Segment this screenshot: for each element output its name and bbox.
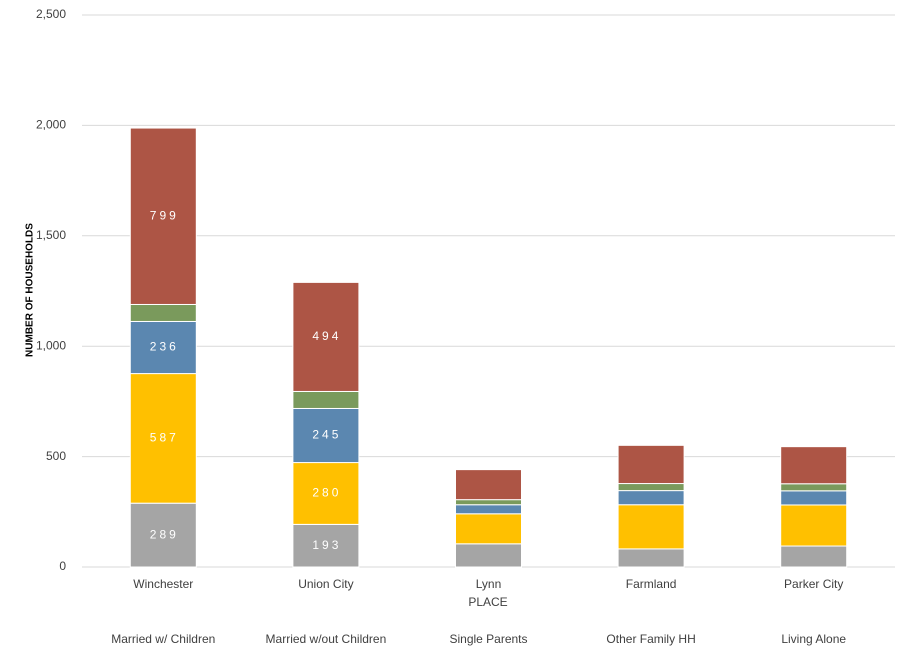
legend-entry: Living Alone — [781, 632, 846, 646]
bar-segment — [129, 373, 197, 504]
bar-segment — [780, 545, 848, 568]
legend-entry: Married w/out Children — [266, 632, 387, 646]
bar-segment — [292, 390, 360, 409]
bar-segment — [780, 483, 848, 492]
bar-segment — [455, 513, 522, 545]
bar-segment — [780, 446, 848, 485]
y-tick-label: 500 — [46, 449, 66, 463]
bar-segment — [455, 499, 522, 506]
y-axis-title: NUMBER OF HOUSEHOLDS — [25, 223, 36, 357]
y-tick-label: 2,500 — [36, 7, 66, 21]
bar-segment — [617, 483, 685, 492]
y-tick-label: 0 — [59, 559, 66, 573]
bar-segment — [292, 523, 360, 568]
bar-segment — [129, 502, 197, 568]
y-tick-label: 1,000 — [36, 338, 66, 352]
bar-segment — [455, 504, 522, 515]
x-tick-label: Winchester — [133, 577, 193, 591]
value-label: 289 — [150, 527, 179, 541]
value-label: 587 — [150, 431, 179, 445]
value-label: 280 — [312, 486, 341, 500]
bar-segment — [617, 444, 685, 485]
bar-segment — [780, 504, 848, 547]
bar-segment — [780, 490, 848, 506]
legend-entry: Other Family HH — [606, 632, 695, 646]
bar-segment — [129, 127, 197, 305]
y-tick-label: 2,000 — [36, 118, 66, 132]
value-label: 799 — [150, 208, 179, 222]
bar-segment — [455, 543, 522, 568]
bar-segment — [617, 490, 685, 506]
bar-segment — [129, 320, 197, 375]
bar-segment — [129, 303, 197, 322]
legend-entry: Married w/ Children — [111, 632, 215, 646]
bar-segment — [292, 407, 360, 464]
x-tick-label: Lynn — [476, 577, 502, 591]
value-label: 236 — [150, 340, 179, 354]
bar-segment — [292, 462, 360, 525]
x-axis-title: PLACE — [468, 595, 507, 609]
y-tick-label: 1,500 — [36, 228, 66, 242]
value-label: 245 — [312, 428, 341, 442]
x-tick-label: Union City — [298, 577, 353, 591]
x-tick-label: Parker City — [784, 577, 843, 591]
x-tick-label: Farmland — [626, 577, 677, 591]
bar-segment — [292, 281, 360, 392]
legend-entry: Single Parents — [449, 632, 527, 646]
bar-segment — [617, 504, 685, 550]
value-label: 193 — [312, 538, 341, 552]
value-label: 494 — [312, 329, 341, 343]
bar-segment — [455, 469, 522, 501]
bar-segment — [617, 548, 685, 568]
